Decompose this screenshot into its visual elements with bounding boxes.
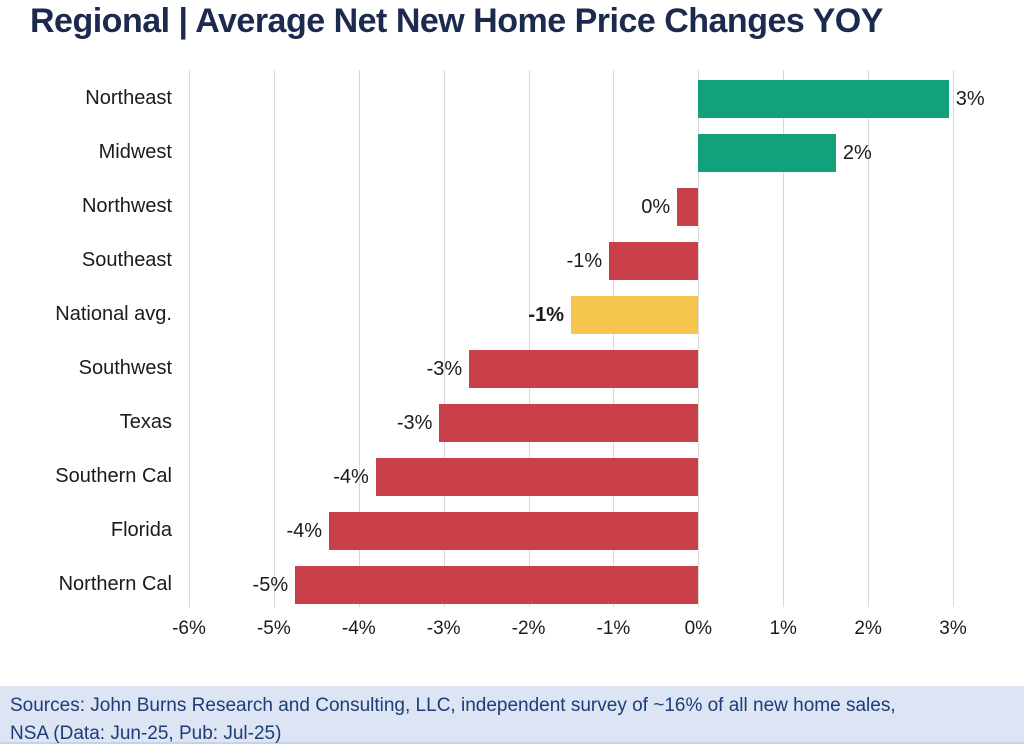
axis-tick-label: 2% [854, 618, 882, 639]
bar-value-label: -4% [333, 465, 369, 488]
gridline [528, 70, 530, 607]
bar [609, 241, 699, 280]
bar [295, 565, 699, 604]
source-note-line1: Sources: John Burns Research and Consult… [10, 695, 896, 716]
bar-value-label: 0% [641, 195, 671, 218]
gridline [358, 70, 360, 607]
bar [698, 79, 949, 118]
bar-value-label: -4% [286, 519, 323, 542]
gridline [783, 70, 785, 607]
category-label: Southern Cal [55, 464, 172, 487]
category-label: Northwest [81, 194, 172, 217]
gridline [613, 70, 615, 607]
bar [677, 187, 699, 226]
axis-tick-label: -6% [172, 618, 206, 639]
bar [469, 349, 699, 388]
axis-tick-label: -3% [426, 618, 461, 639]
category-axis: Northeast Midwest Northwest Southeast Nation… [10, 70, 172, 607]
source-note-line2: NSA (Data: Jun-25, Pub: Jul-25) [10, 723, 282, 744]
category-label: Northern Cal [58, 572, 172, 595]
category-label: Texas [119, 410, 172, 433]
axis-tick-label: 1% [769, 618, 797, 639]
bar [375, 457, 699, 496]
bar [439, 403, 699, 442]
category-label: Northeast [85, 86, 172, 109]
gridline [443, 70, 445, 607]
category-label: Southeast [81, 248, 172, 271]
category-label: National avg. [55, 302, 172, 325]
gridline [273, 70, 275, 607]
bar-value-label: 2% [842, 141, 872, 164]
axis-tick-label: -2% [511, 618, 546, 639]
axis-tick-label: 3% [939, 618, 967, 639]
bar-value-label: 3% [955, 87, 985, 110]
axis-tick-label: -1% [596, 618, 631, 639]
category-label: Florida [110, 518, 172, 541]
axis-tick-label: -4% [341, 618, 376, 639]
chart-title: Regional | Average Net New Home Price Ch… [30, 2, 883, 40]
source-note: Sources: John Burns Research and Consult… [0, 686, 1024, 744]
category-label: Southwest [78, 356, 172, 379]
axis-tick-label: -5% [256, 618, 291, 639]
category-label: Midwest [98, 140, 172, 163]
plot-area: -6% -5% -4% -3% -2% -1% 0% 1% 2% 3% 3% 2% 0% -1% -1% -3… [172, 70, 985, 639]
bar-value-label: -1% [566, 249, 603, 272]
axis-tick-label: 0% [684, 618, 713, 639]
bar-value-label: -1% [528, 303, 564, 326]
bar-value-label: -3% [426, 357, 463, 380]
bar [698, 133, 836, 172]
gridline [189, 70, 190, 607]
bar-value-label: -3% [396, 411, 433, 434]
bar-value-label: -5% [252, 573, 289, 596]
gridline [953, 70, 954, 607]
gridline [698, 70, 700, 607]
bar [571, 295, 699, 334]
bar-chart: Northeast Midwest Northwest Southeast Nation… [0, 70, 1024, 650]
gridline [868, 70, 870, 607]
bar [329, 511, 699, 550]
